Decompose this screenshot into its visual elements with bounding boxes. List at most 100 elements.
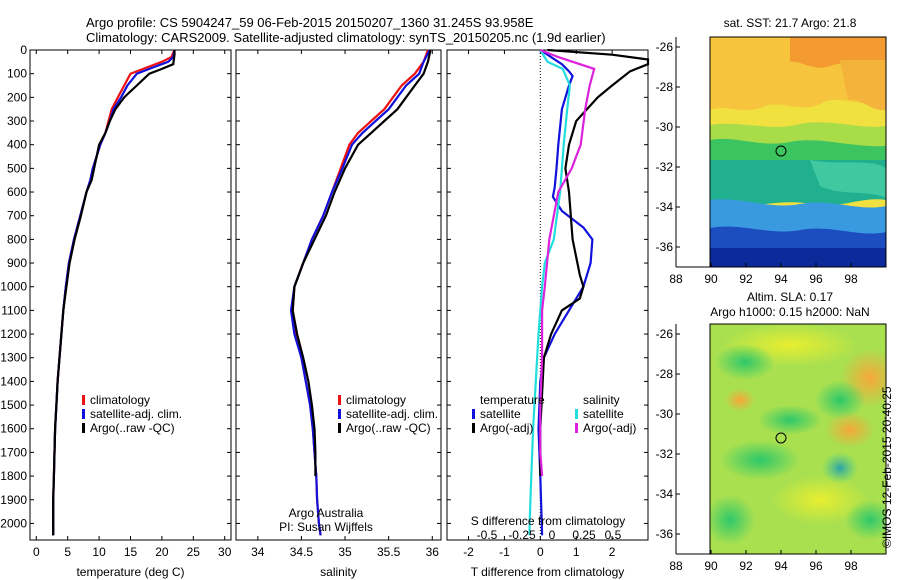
- plot-frame: [29, 49, 232, 541]
- map-x-tick-label: 88: [669, 272, 683, 286]
- series-line: [528, 49, 572, 536]
- legend-swatch: [338, 423, 341, 433]
- difference-panel: -2 -1 0 1 2 T difference from climatology temp…: [446, 48, 650, 579]
- x-tick-label: -2: [463, 545, 474, 559]
- sst-map-panel: sat. SST: 21.7 Argo: 21.8 -26 -28 -30 -32 -3…: [656, 16, 887, 286]
- y-tick-label: 0: [20, 43, 27, 57]
- x-tick-label: 36: [426, 545, 440, 559]
- temperature-panel: 0100200300400500600700800900100011001200…: [0, 43, 231, 579]
- map-y-tick-label: -30: [656, 407, 674, 421]
- y-tick-label: 1000: [0, 280, 27, 294]
- legend-swatch: [338, 409, 341, 419]
- map-x-tick-label: 92: [739, 559, 753, 573]
- map-x-tick-label: 88: [669, 559, 683, 573]
- map-x-tick-label: 96: [809, 272, 823, 286]
- legend-entry: satellite: [583, 407, 624, 421]
- map-x-tick-label: 96: [809, 559, 823, 573]
- x-axis-label: T difference from climatology: [471, 565, 625, 579]
- sla-heatmap: [710, 324, 886, 554]
- legend-entry: Argo(-adj): [583, 421, 636, 435]
- x-tick-label: 35.5: [377, 545, 401, 559]
- map-y-tick-label: -36: [656, 240, 674, 254]
- y-tick-label: 1700: [0, 445, 27, 459]
- y-tick-label: 800: [7, 232, 27, 246]
- y-tick-label: 1600: [0, 422, 27, 436]
- attribution-text: Argo Australia: [289, 506, 364, 520]
- legend-entry: climatology: [346, 393, 406, 407]
- header-line1: Argo profile: CS 5904247_59 06-Feb-2015 …: [86, 15, 534, 30]
- y-tick-label: 200: [7, 90, 27, 104]
- header-line2: Climatology: CARS2009. Satellite-adjuste…: [86, 30, 606, 45]
- map-x-tick-label: 98: [844, 272, 858, 286]
- series-line: [52, 49, 176, 536]
- map-y-tick-label: -28: [656, 367, 674, 381]
- map-x-tick-label: 94: [774, 272, 788, 286]
- legend-entry: Argo(..raw -QC): [346, 421, 431, 435]
- x-axis-label: temperature (deg C): [76, 565, 184, 579]
- x-tick-label: 10: [92, 545, 106, 559]
- legend-entry: satellite-adj. clim.: [90, 407, 182, 421]
- series-line: [539, 48, 650, 477]
- legend-entry: satellite: [480, 407, 521, 421]
- y-tick-label: 700: [7, 209, 27, 223]
- x-tick-label: 0: [33, 545, 40, 559]
- y-tick-label: 900: [7, 256, 27, 270]
- secondary-tick-label: 0.25: [572, 528, 596, 542]
- y-tick-label: 300: [7, 114, 27, 128]
- legend-swatch: [82, 423, 85, 433]
- secondary-axis-label: S difference from climatology: [471, 514, 626, 528]
- y-tick-label: 1100: [1, 303, 27, 317]
- x-tick-label: 1: [573, 545, 580, 559]
- imos-timestamp: ©IMOS 12-Feb-2015 20:40:25: [880, 386, 894, 548]
- x-tick-label: 25: [187, 545, 201, 559]
- secondary-tick-label: 0: [549, 528, 556, 542]
- y-tick-label: 2000: [0, 516, 27, 530]
- attribution-text: PI: Susan Wijffels: [279, 520, 373, 534]
- series-line: [289, 49, 431, 536]
- legend-swatch: [472, 423, 475, 433]
- map-x-tick-label: 98: [844, 559, 858, 573]
- series-line: [291, 49, 432, 477]
- legend-entry: Argo(..raw -QC): [90, 421, 175, 435]
- sla-map-title: Altim. SLA: 0.17: [747, 290, 833, 304]
- x-tick-label: 35: [338, 545, 352, 559]
- map-x-tick-label: 90: [704, 272, 718, 286]
- sla-map-subtitle: Argo h1000: 0.15 h2000: NaN: [710, 305, 869, 319]
- legend-entry: satellite-adj. clim.: [346, 407, 438, 421]
- legend-swatch: [338, 395, 341, 405]
- y-tick-label: 1300: [0, 351, 27, 365]
- sst-map-axes: -26 -28 -30 -32 -34 -36 88 90 92 94 96 98: [656, 37, 886, 286]
- map-y-tick-label: -36: [656, 527, 674, 541]
- y-tick-label: 1200: [0, 327, 27, 341]
- x-tick-label: 0: [537, 545, 544, 559]
- legend-entry: climatology: [90, 393, 150, 407]
- map-y-tick-label: -34: [656, 487, 674, 501]
- argo-location-marker: [775, 145, 787, 157]
- x-axis-label: salinity: [320, 565, 357, 579]
- y-tick-label: 1400: [0, 374, 27, 388]
- map-y-tick-label: -26: [656, 40, 674, 54]
- x-tick-label: 15: [124, 545, 138, 559]
- y-tick-label: 1800: [0, 469, 27, 483]
- map-y-tick-label: -30: [656, 120, 674, 134]
- map-x-tick-label: 94: [774, 559, 788, 573]
- plot-frame: [446, 49, 649, 541]
- y-tick-label: 400: [7, 138, 27, 152]
- map-y-tick-label: -28: [656, 80, 674, 94]
- map-y-tick-label: -26: [656, 327, 674, 341]
- map-y-tick-label: -32: [656, 447, 674, 461]
- y-tick-label: 1900: [0, 493, 27, 507]
- y-tick-label: 1500: [0, 398, 27, 412]
- legend-swatch: [472, 409, 475, 419]
- y-tick-label: 100: [7, 67, 27, 81]
- argo-location-marker: [775, 432, 787, 444]
- series-line: [539, 48, 596, 477]
- series-line: [291, 49, 429, 536]
- secondary-tick-label: 0.5: [605, 528, 622, 542]
- sla-map-axes: -26 -28 -30 -32 -34 -36 88 90 92 94 96 98: [656, 324, 886, 573]
- y-tick-label: 600: [7, 185, 27, 199]
- sst-heatmap: [710, 37, 886, 267]
- map-y-tick-label: -32: [656, 160, 674, 174]
- legend-title: temperature: [480, 393, 545, 407]
